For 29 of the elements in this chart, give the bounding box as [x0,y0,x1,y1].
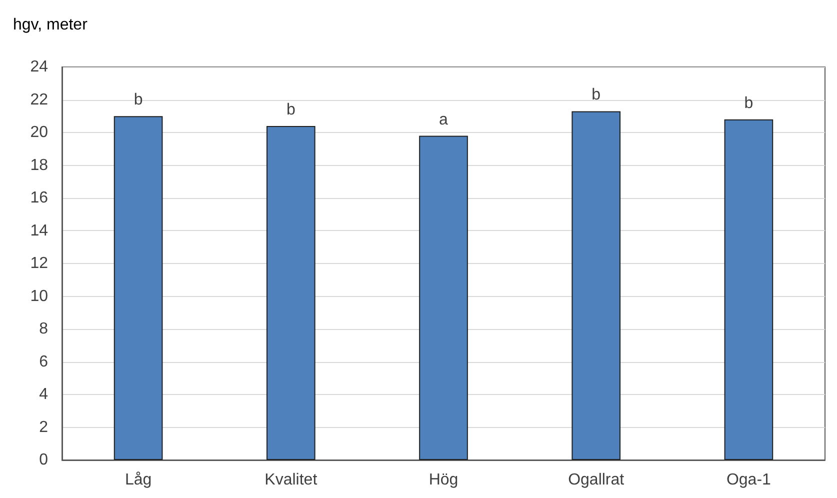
y-tick-label: 14 [30,222,48,240]
y-tick-label: 12 [30,255,48,272]
bar [266,126,316,460]
x-tick-label: Kvalitet [264,472,318,488]
y-tick-label: 0 [39,452,48,468]
y-tick-label: 24 [30,58,48,76]
bar [419,136,468,460]
annotation: b [592,86,601,104]
y-tick-label: 22 [30,91,48,108]
annotation: b [286,101,296,118]
x-tick-label: Oga-1 [726,472,772,488]
x-tick-label: Ogallrat [568,472,625,488]
annotation: a [439,111,448,128]
y-axis-title: hgv, meter [13,16,88,34]
y-tick-label: 16 [30,190,48,206]
y-tick-label: 10 [30,288,48,305]
annotation: b [134,92,143,109]
y-tick-label: 20 [30,124,48,141]
x-tick-label: Låg [124,472,152,488]
bar [724,119,774,460]
bar [572,111,621,460]
y-tick-label: 6 [39,353,48,370]
annotation: b [744,94,754,112]
x-tick-label: Hög [428,472,458,488]
y-tick-label: 8 [39,320,48,338]
bar [114,116,163,460]
y-tick-label: 18 [30,156,48,174]
y-tick-label: 2 [39,418,48,436]
y-tick-label: 4 [39,386,48,403]
